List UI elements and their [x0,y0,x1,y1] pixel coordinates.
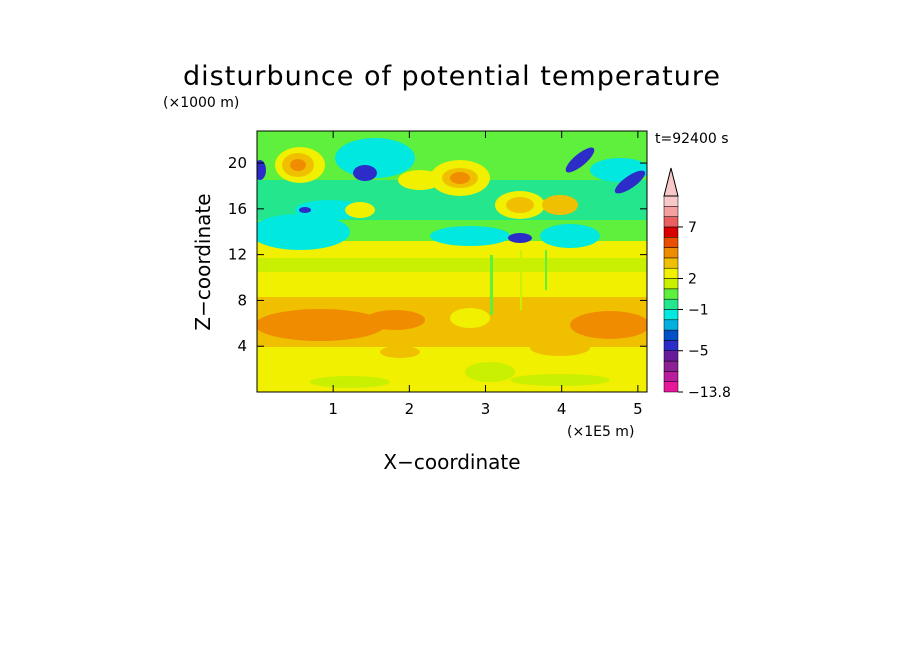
colorbar-swatch [663,340,679,351]
colorbar-swatch [663,226,679,238]
colorbar-swatch [663,216,679,228]
colorbar-extend [663,167,679,197]
x-axis-label: X−coordinate [383,450,520,474]
x-tick-label: 1 [328,400,338,418]
colorbar-swatch [663,371,679,382]
colorbar-swatch [663,381,679,393]
plot-area [256,130,648,393]
colorbar-tick-label: 7 [688,220,697,236]
colorbar-swatch [663,237,679,248]
colorbar-swatch [663,309,679,321]
colorbar-tick-label: −13.8 [688,385,731,401]
heatmap-field [257,131,647,392]
x-tick-label: 3 [481,400,491,418]
colorbar-swatch [663,195,679,207]
colorbar-swatch [663,267,679,279]
x-tick-label: 4 [557,400,567,418]
y-tick-label: 20 [228,154,247,172]
colorbar: 7 2 −1 −5 −13.8 [663,167,731,401]
y-tick-label: 16 [228,200,247,218]
y-tick-label: 12 [228,246,247,264]
colorbar-tick-label: −1 [688,302,709,318]
colorbar-swatch [663,319,679,331]
colorbar-swatch [663,257,679,269]
colorbar-swatch [663,247,679,259]
y-axis: 4 8 12 16 20 [228,154,647,355]
colorbar-swatch [663,288,679,300]
y-axis-label: Z−coordinate [191,193,215,330]
colorbar-swatch [663,360,679,372]
y-tick-label: 8 [237,291,247,309]
time-label: t=92400 s [655,131,729,147]
x-tick-label: 5 [633,400,643,418]
colorbar-tick-label: 2 [688,272,697,288]
y-tick-label: 4 [237,337,247,355]
chart-title: disturbunce of potential temperature [183,61,721,92]
x-tick-label: 2 [405,400,415,418]
x-axis: 1 2 3 4 5 [328,131,643,418]
colorbar-swatch [663,206,679,217]
colorbar-tick-label: −5 [688,344,709,360]
colorbar-swatch [663,298,679,310]
x-unit-label: (×1E5 m) [567,424,634,440]
colorbar-swatch [663,278,679,290]
colorbar-swatch [663,329,679,341]
y-unit-label: (×1000 m) [163,95,239,111]
colorbar-swatch [663,350,679,362]
